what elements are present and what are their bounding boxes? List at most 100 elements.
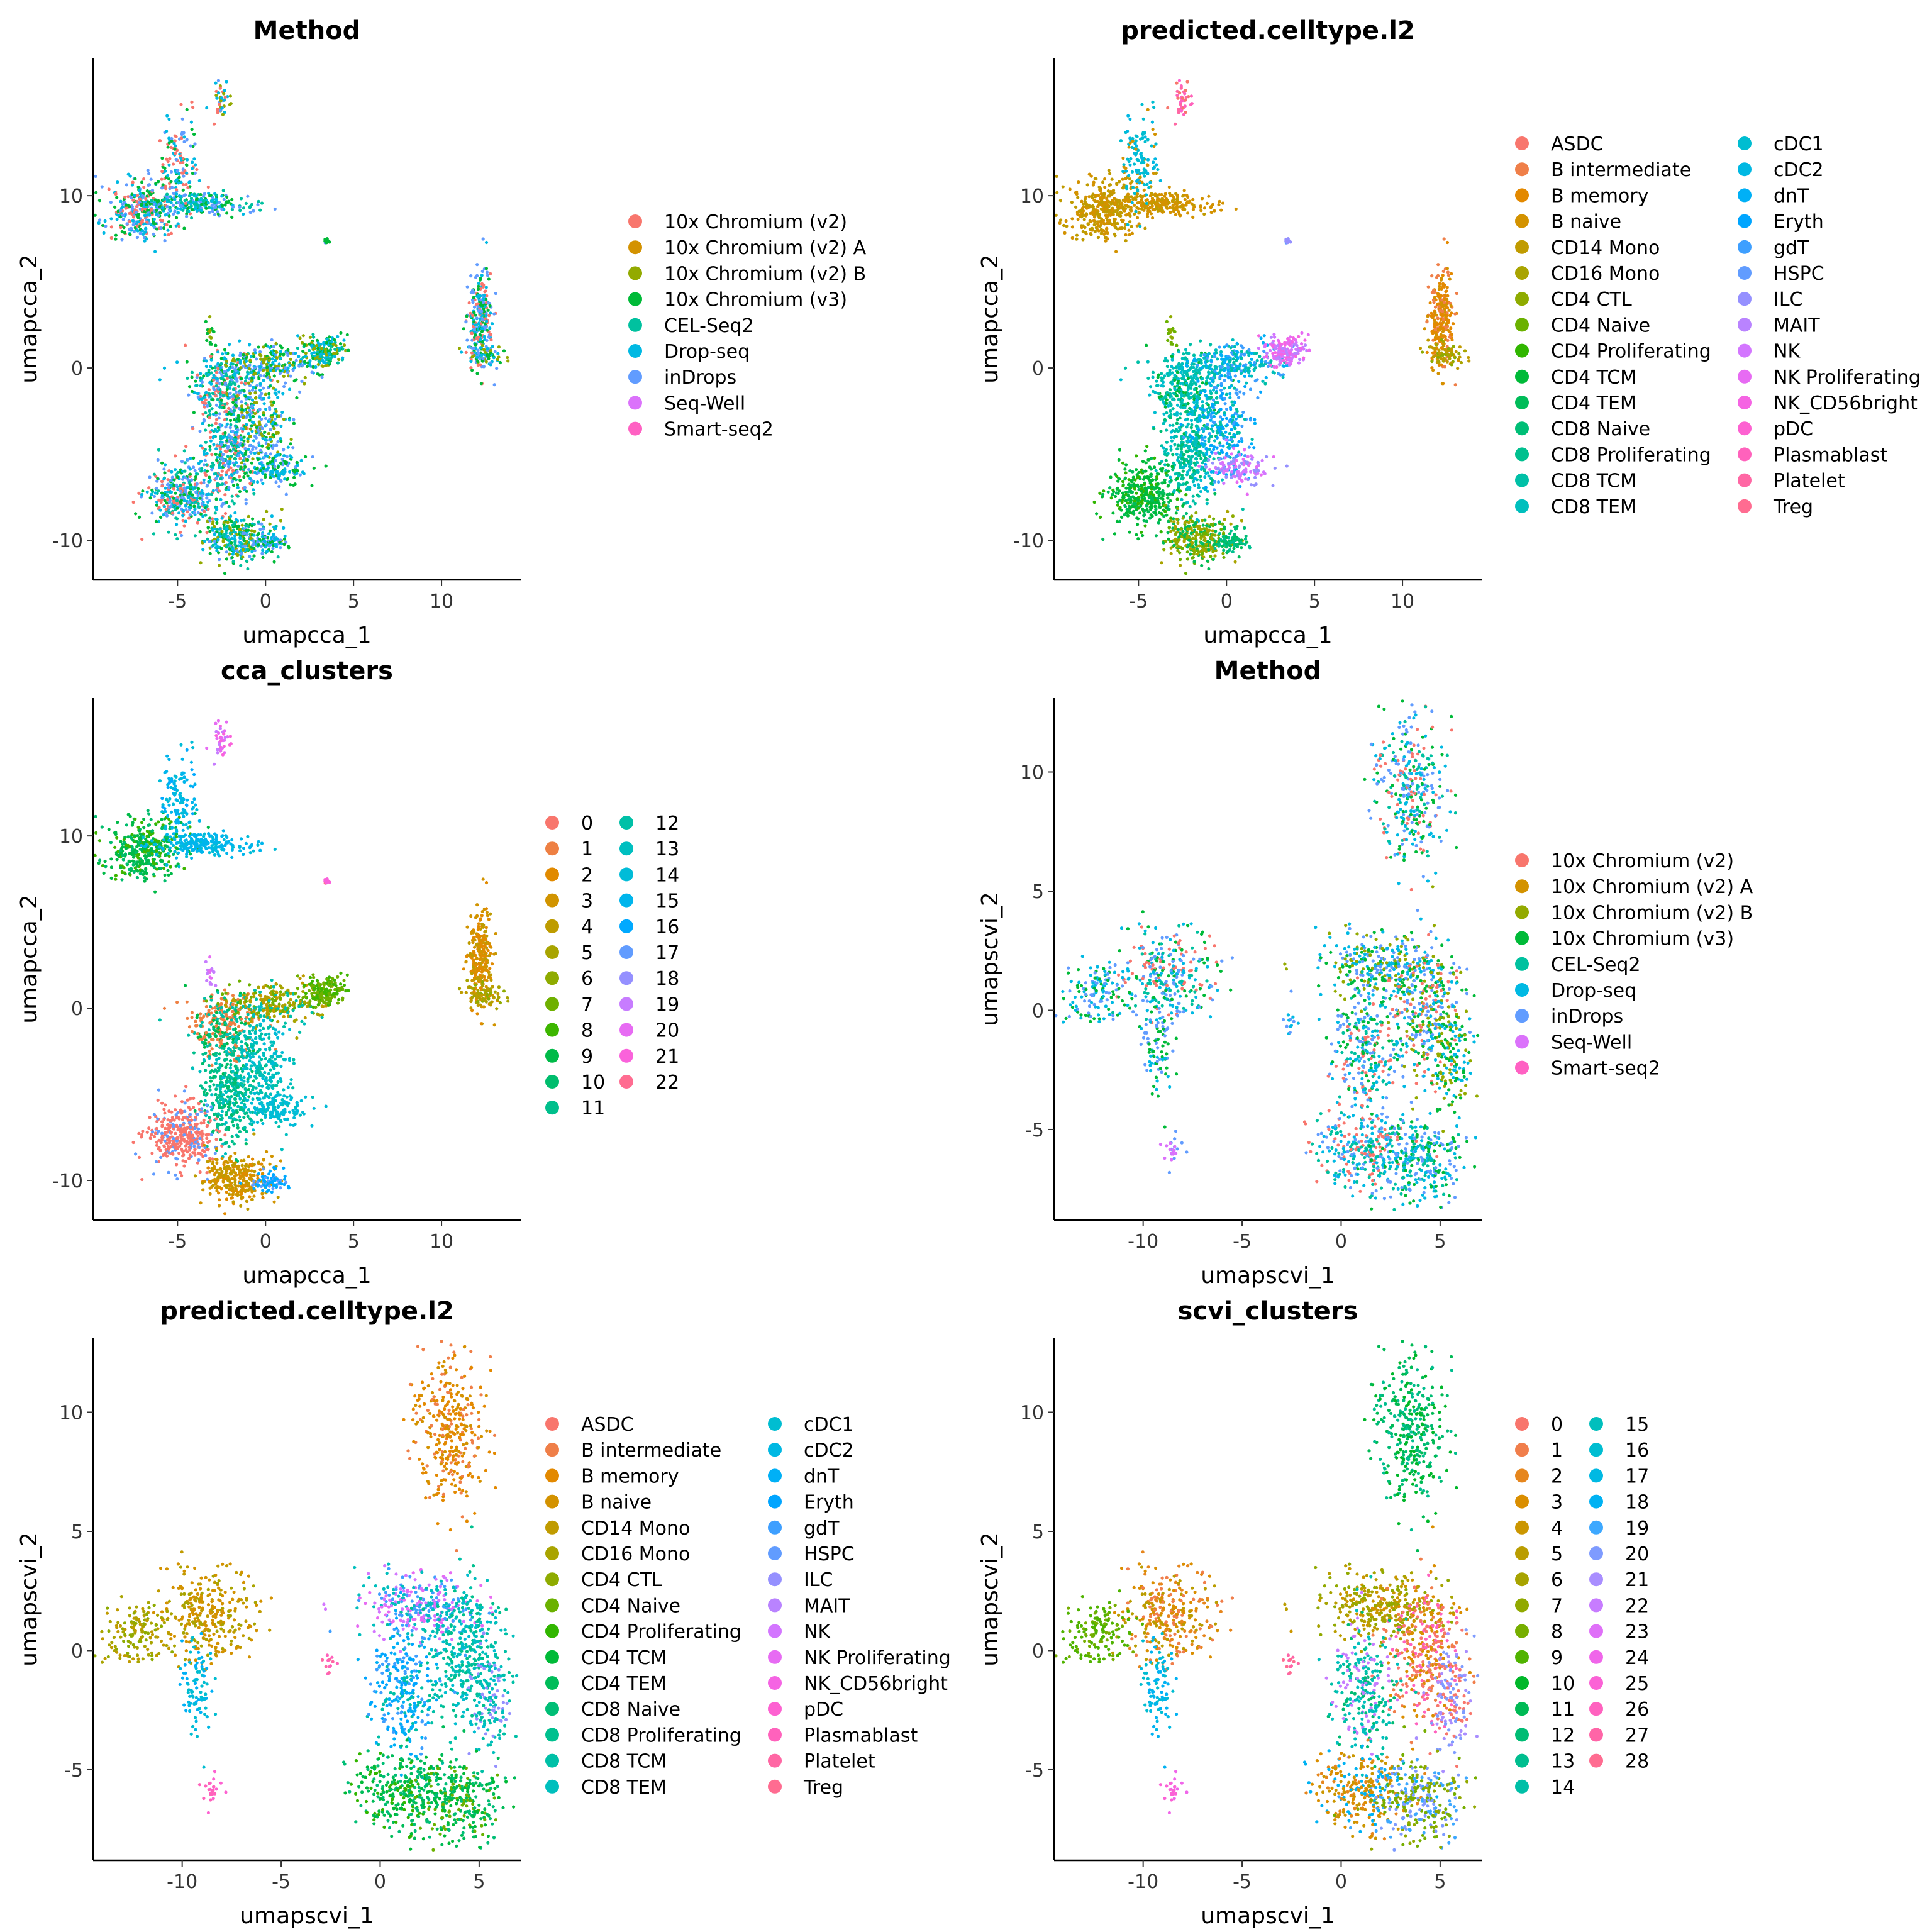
data-point bbox=[241, 548, 245, 552]
data-point bbox=[1156, 167, 1160, 172]
data-point bbox=[109, 217, 113, 221]
data-point bbox=[100, 185, 104, 189]
data-point bbox=[282, 418, 286, 421]
data-point bbox=[1245, 381, 1248, 385]
data-point bbox=[244, 401, 248, 405]
data-point bbox=[225, 80, 228, 84]
data-point bbox=[316, 362, 320, 367]
data-point bbox=[147, 486, 151, 490]
data-point bbox=[276, 555, 280, 559]
data-point bbox=[279, 353, 282, 357]
data-point bbox=[158, 139, 162, 143]
data-point bbox=[262, 411, 265, 415]
data-point bbox=[207, 392, 211, 396]
data-point bbox=[156, 458, 160, 462]
data-point bbox=[177, 225, 181, 228]
legend-label: 10x Chromium (v3) bbox=[664, 289, 847, 311]
data-point bbox=[173, 197, 177, 201]
data-point bbox=[174, 152, 177, 155]
data-point bbox=[267, 358, 271, 362]
data-point bbox=[289, 374, 292, 378]
data-point bbox=[252, 492, 256, 496]
data-point bbox=[131, 500, 135, 504]
data-point bbox=[258, 350, 262, 354]
data-point bbox=[167, 214, 171, 218]
data-point bbox=[477, 335, 480, 339]
data-point bbox=[206, 526, 210, 530]
data-point bbox=[1126, 130, 1130, 133]
data-point bbox=[128, 219, 131, 223]
data-point bbox=[257, 368, 261, 372]
y-axis-label: umapcca_2 bbox=[16, 254, 42, 383]
data-point bbox=[162, 366, 167, 370]
data-point bbox=[284, 366, 287, 370]
data-point bbox=[1145, 193, 1148, 197]
data-point bbox=[193, 171, 197, 175]
data-point bbox=[223, 356, 226, 360]
data-point bbox=[1258, 355, 1262, 358]
data-point bbox=[114, 192, 118, 196]
data-point bbox=[1179, 204, 1182, 209]
data-point bbox=[192, 511, 196, 514]
data-point bbox=[215, 528, 219, 532]
data-point bbox=[1129, 206, 1133, 209]
data-point bbox=[1116, 213, 1119, 216]
data-point bbox=[192, 157, 196, 161]
data-point bbox=[472, 328, 476, 331]
data-point bbox=[172, 212, 175, 216]
data-point bbox=[156, 477, 160, 480]
data-point bbox=[214, 506, 218, 511]
data-point bbox=[247, 514, 250, 519]
data-point bbox=[116, 180, 119, 184]
data-point bbox=[1155, 163, 1158, 167]
data-point bbox=[1236, 355, 1240, 360]
data-point bbox=[260, 417, 264, 421]
data-point bbox=[268, 384, 272, 388]
data-point bbox=[268, 522, 272, 526]
data-point bbox=[303, 375, 307, 380]
data-point bbox=[252, 386, 255, 389]
data-point bbox=[480, 326, 484, 331]
data-point bbox=[227, 504, 231, 509]
data-point bbox=[1213, 355, 1217, 358]
data-point bbox=[218, 392, 222, 396]
data-point bbox=[1114, 250, 1118, 253]
data-point bbox=[162, 504, 166, 508]
data-point bbox=[1173, 378, 1177, 382]
data-point bbox=[206, 500, 210, 504]
data-point bbox=[252, 547, 256, 550]
data-point bbox=[251, 517, 255, 521]
data-point bbox=[259, 478, 264, 482]
data-point bbox=[208, 402, 212, 406]
data-point bbox=[1175, 206, 1179, 209]
data-point bbox=[214, 488, 218, 492]
data-point bbox=[1250, 374, 1253, 378]
data-point bbox=[192, 465, 196, 469]
data-point bbox=[122, 226, 126, 230]
data-point bbox=[1451, 321, 1455, 326]
data-point bbox=[1136, 178, 1140, 182]
data-point bbox=[292, 475, 296, 479]
data-point bbox=[169, 231, 173, 235]
data-point bbox=[1089, 233, 1093, 236]
data-point bbox=[1184, 363, 1189, 367]
data-point bbox=[214, 403, 219, 407]
data-point bbox=[179, 204, 183, 208]
data-point bbox=[470, 331, 474, 335]
data-point bbox=[345, 333, 349, 337]
data-point bbox=[1094, 177, 1098, 181]
data-point bbox=[231, 365, 235, 369]
data-point bbox=[1130, 195, 1133, 199]
data-point bbox=[208, 342, 212, 346]
data-point bbox=[231, 484, 236, 487]
data-point bbox=[294, 358, 298, 362]
data-point bbox=[208, 552, 212, 555]
data-point bbox=[1172, 196, 1176, 199]
data-point bbox=[214, 197, 218, 201]
data-point bbox=[1146, 108, 1150, 111]
data-point bbox=[154, 519, 158, 524]
data-point bbox=[165, 494, 169, 497]
data-point bbox=[169, 479, 173, 482]
data-point bbox=[138, 231, 142, 235]
